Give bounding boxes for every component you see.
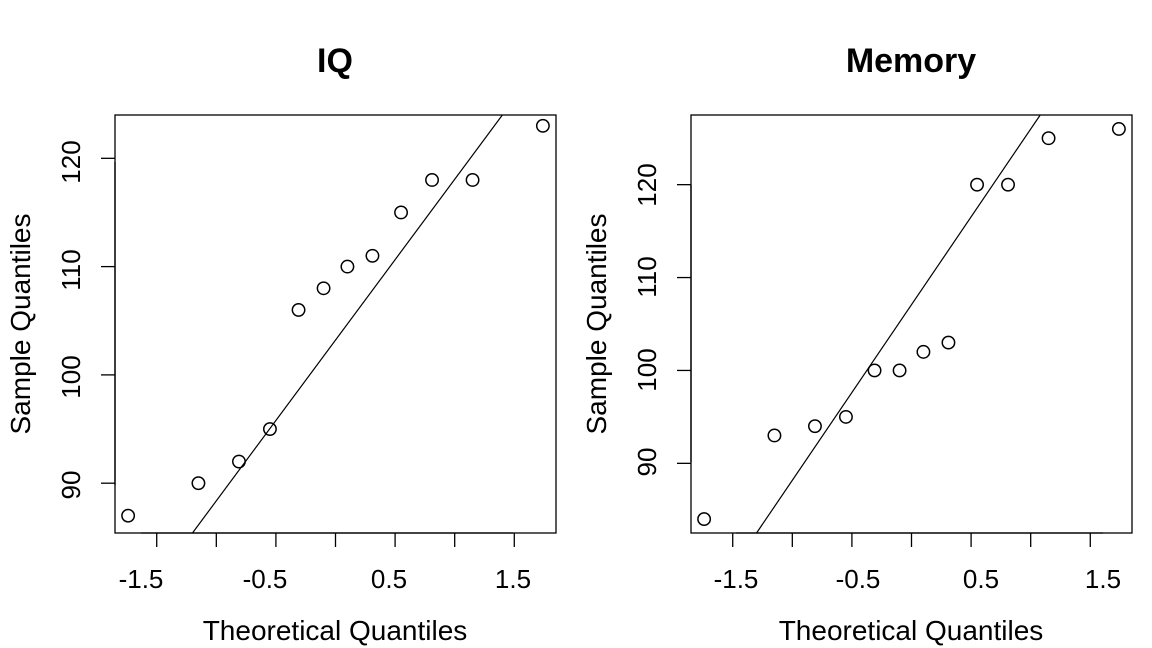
y-tick-marks: [677, 184, 691, 464]
data-point: [1001, 177, 1015, 192]
data-point: [232, 454, 246, 469]
data-point: [808, 419, 822, 434]
y-tick-label: 90: [56, 471, 86, 500]
y-axis-title: Sample Quantiles: [5, 213, 36, 434]
x-tick-label: -0.5: [836, 564, 881, 594]
y-tick-label: 110: [56, 249, 86, 290]
x-tick-label: -1.5: [119, 564, 164, 594]
data-point: [1111, 121, 1126, 136]
x-tick-marks: [156, 533, 515, 547]
x-axis-title: Theoretical Quantiles: [779, 615, 1044, 646]
x-tick-label: 0.5: [963, 564, 999, 594]
x-tick-marks: [732, 533, 1091, 547]
data-points: [697, 121, 1126, 527]
x-tick-label: 1.5: [495, 564, 531, 594]
y-tick-label: 120: [56, 140, 86, 183]
x-axis: -1.5 -0.5 0.5 1.5 Theoretical Quantiles: [119, 532, 531, 646]
x-tick-label: -0.5: [243, 564, 288, 594]
y-axis: 90 100 110 120 Sample Quantiles: [581, 163, 692, 476]
data-point: [316, 281, 331, 296]
x-tick-label: -1.5: [714, 564, 759, 594]
y-tick-label: 100: [56, 355, 86, 398]
panel-iq: IQ -1.5 -0.5 0.5 1.5 Theoretical Quantil…: [5, 42, 557, 646]
data-point: [535, 118, 550, 133]
y-tick-label: 100: [632, 348, 662, 391]
x-axis-title: Theoretical Quantiles: [203, 615, 468, 646]
data-point: [838, 409, 853, 424]
data-point: [340, 259, 355, 274]
plot-frame: [690, 114, 1133, 534]
x-tick-label: 0.5: [371, 564, 407, 594]
y-tick-labels: 90 100 110 120: [56, 140, 86, 499]
data-point: [262, 422, 277, 436]
x-axis: -1.5 -0.5 0.5 1.5 Theoretical Quantiles: [714, 532, 1121, 646]
panel-memory: Memory -1.5 -0.5 0.5 1.5 Theoretical Qua…: [581, 42, 1133, 646]
y-tick-label: 90: [632, 448, 662, 477]
reference-line-group: [191, 114, 503, 534]
chart-title: Memory: [846, 42, 976, 80]
data-point: [121, 508, 136, 523]
data-point: [394, 205, 409, 220]
data-point: [941, 335, 956, 350]
qq-reference-line: [756, 114, 1041, 534]
data-point: [425, 173, 439, 187]
data-point: [1041, 131, 1056, 146]
reference-line-group: [756, 114, 1041, 534]
y-tick-label: 110: [632, 256, 662, 297]
y-tick-label: 120: [632, 163, 662, 206]
data-points: [121, 118, 550, 523]
data-point: [291, 302, 306, 317]
y-tick-labels: 90 100 110 120: [632, 163, 662, 476]
x-tick-label: 1.5: [1085, 564, 1121, 594]
x-tick-labels: -1.5 -0.5 0.5 1.5: [119, 564, 531, 594]
y-axis-title: Sample Quantiles: [581, 213, 612, 434]
data-point: [892, 363, 907, 378]
data-point: [365, 248, 380, 263]
chart-title: IQ: [317, 42, 353, 80]
data-point: [970, 177, 985, 192]
qq-reference-line: [191, 114, 503, 534]
data-point: [191, 476, 206, 491]
x-tick-labels: -1.5 -0.5 0.5 1.5: [714, 564, 1121, 594]
y-tick-marks: [101, 157, 115, 484]
y-axis: 90 100 110 120 Sample Quantiles: [5, 140, 116, 499]
plot-frame: [114, 114, 557, 534]
data-point: [465, 173, 480, 187]
data-point: [916, 344, 931, 359]
data-point: [867, 363, 882, 378]
data-point: [767, 428, 782, 443]
data-point: [697, 512, 712, 527]
